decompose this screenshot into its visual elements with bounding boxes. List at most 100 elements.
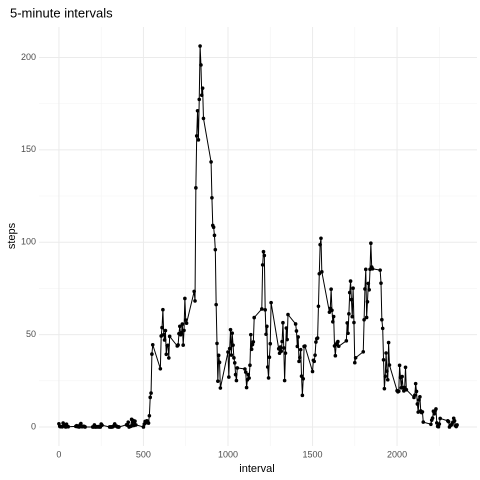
point	[379, 281, 383, 285]
point	[231, 343, 235, 347]
point	[227, 346, 232, 351]
point	[313, 353, 317, 357]
point	[196, 138, 201, 142]
point	[345, 321, 349, 325]
point	[215, 341, 219, 346]
point	[347, 312, 351, 316]
point	[243, 370, 248, 374]
point	[265, 365, 270, 369]
point	[117, 425, 121, 429]
point	[184, 321, 189, 326]
point	[348, 279, 353, 283]
point	[201, 116, 206, 121]
point	[404, 387, 409, 392]
point	[336, 344, 341, 349]
point	[216, 379, 220, 383]
point	[181, 343, 185, 347]
point	[446, 419, 451, 424]
point	[281, 346, 286, 350]
point	[434, 407, 438, 411]
point	[193, 299, 197, 303]
point	[312, 359, 317, 364]
point	[281, 320, 285, 325]
point	[249, 347, 254, 352]
point	[382, 386, 387, 391]
point	[298, 355, 302, 360]
point	[380, 317, 384, 322]
point	[378, 268, 382, 272]
point	[268, 341, 273, 346]
point	[264, 332, 268, 337]
y-tick-label: 0	[31, 421, 36, 431]
point	[364, 315, 369, 320]
point	[198, 44, 202, 48]
point	[282, 378, 287, 383]
point	[396, 389, 401, 394]
point	[232, 361, 237, 365]
point	[167, 356, 171, 360]
point	[183, 318, 188, 322]
point	[66, 424, 71, 429]
point	[200, 86, 205, 90]
x-tick-label: 1500	[303, 449, 323, 459]
point	[262, 253, 267, 258]
point	[430, 416, 435, 420]
point	[212, 233, 217, 238]
point	[296, 335, 300, 339]
point	[414, 389, 419, 394]
x-tick-label: 1000	[218, 449, 238, 459]
point	[269, 300, 273, 305]
x-axis-title: interval	[239, 463, 274, 475]
point	[300, 393, 305, 398]
point	[180, 322, 185, 326]
point	[386, 340, 391, 345]
point	[199, 63, 203, 67]
point	[278, 345, 283, 349]
point	[331, 320, 335, 324]
point	[403, 365, 408, 370]
point	[331, 314, 336, 319]
point	[149, 391, 153, 395]
point	[349, 297, 354, 302]
point	[197, 97, 202, 102]
point	[351, 286, 355, 291]
y-tick-label: 150	[21, 144, 36, 154]
point	[183, 296, 187, 301]
point	[260, 307, 264, 311]
point	[194, 186, 198, 190]
point	[235, 366, 240, 370]
point	[230, 331, 235, 335]
point	[167, 334, 172, 339]
point	[226, 350, 230, 354]
point	[429, 422, 433, 427]
chart-title: 5-minute intervals	[10, 5, 113, 20]
point	[438, 416, 442, 421]
point	[455, 423, 459, 427]
point	[295, 344, 300, 349]
point	[160, 325, 164, 330]
y-tick-label: 200	[21, 52, 36, 62]
point	[163, 328, 168, 333]
point	[383, 374, 388, 379]
point	[161, 332, 166, 337]
point	[284, 326, 289, 330]
point	[365, 299, 370, 304]
point	[400, 374, 404, 379]
point	[176, 343, 180, 347]
x-tick-label: 500	[136, 449, 151, 459]
point	[413, 381, 418, 386]
point	[83, 425, 87, 429]
point	[229, 353, 234, 357]
point	[362, 317, 366, 322]
point	[385, 377, 390, 382]
point	[361, 349, 366, 354]
point	[415, 402, 420, 406]
y-tick-label: 100	[21, 237, 36, 247]
point	[333, 353, 338, 358]
point	[266, 376, 271, 380]
point	[352, 360, 357, 365]
point	[353, 355, 358, 360]
point	[319, 236, 323, 241]
point	[370, 267, 375, 271]
